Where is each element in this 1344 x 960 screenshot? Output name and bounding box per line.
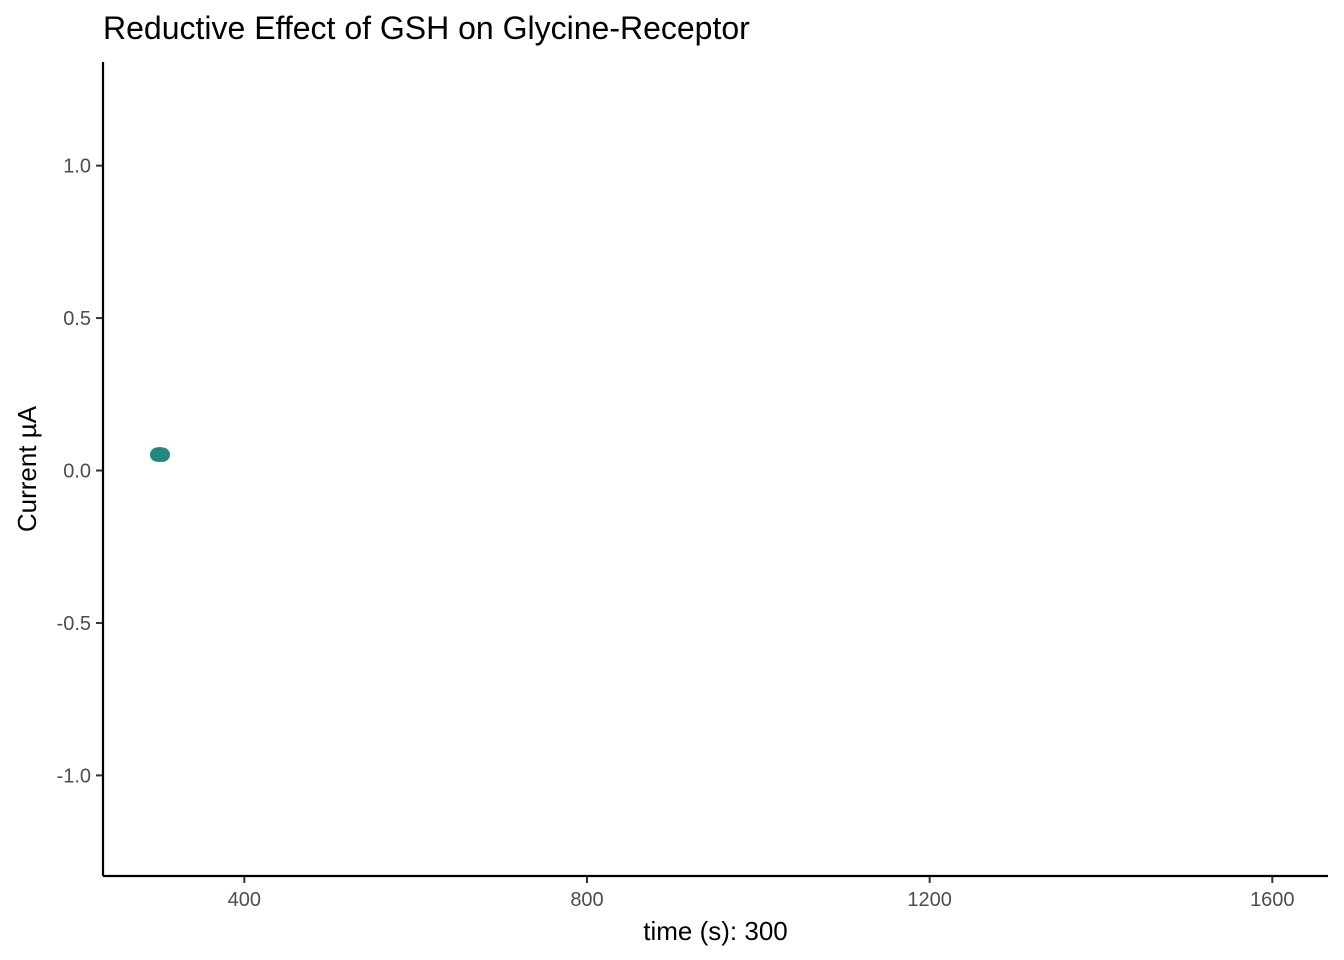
x-axis-label: time (s): 300	[643, 916, 788, 946]
x-tick-label: 1200	[907, 889, 952, 911]
chart-title: Reductive Effect of GSH on Glycine-Recep…	[103, 10, 750, 46]
x-tick-label: 400	[228, 889, 261, 911]
x-tick-label: 1600	[1250, 889, 1295, 911]
y-tick-label: 0.5	[63, 308, 91, 330]
y-axis-ticks: -1.0 -0.5 0.0 0.5 1.0	[57, 156, 103, 787]
y-tick-label: -1.0	[57, 765, 91, 787]
y-tick-label: 0.0	[63, 461, 91, 483]
data-points	[149, 447, 170, 462]
x-tick-label: 800	[570, 889, 603, 911]
x-axis-ticks: 400 800 1200 1600	[228, 876, 1295, 911]
y-tick-label: 1.0	[63, 156, 91, 178]
data-point	[155, 447, 170, 462]
y-axis-label: Current µA	[12, 405, 42, 532]
y-tick-label: -0.5	[57, 613, 91, 635]
